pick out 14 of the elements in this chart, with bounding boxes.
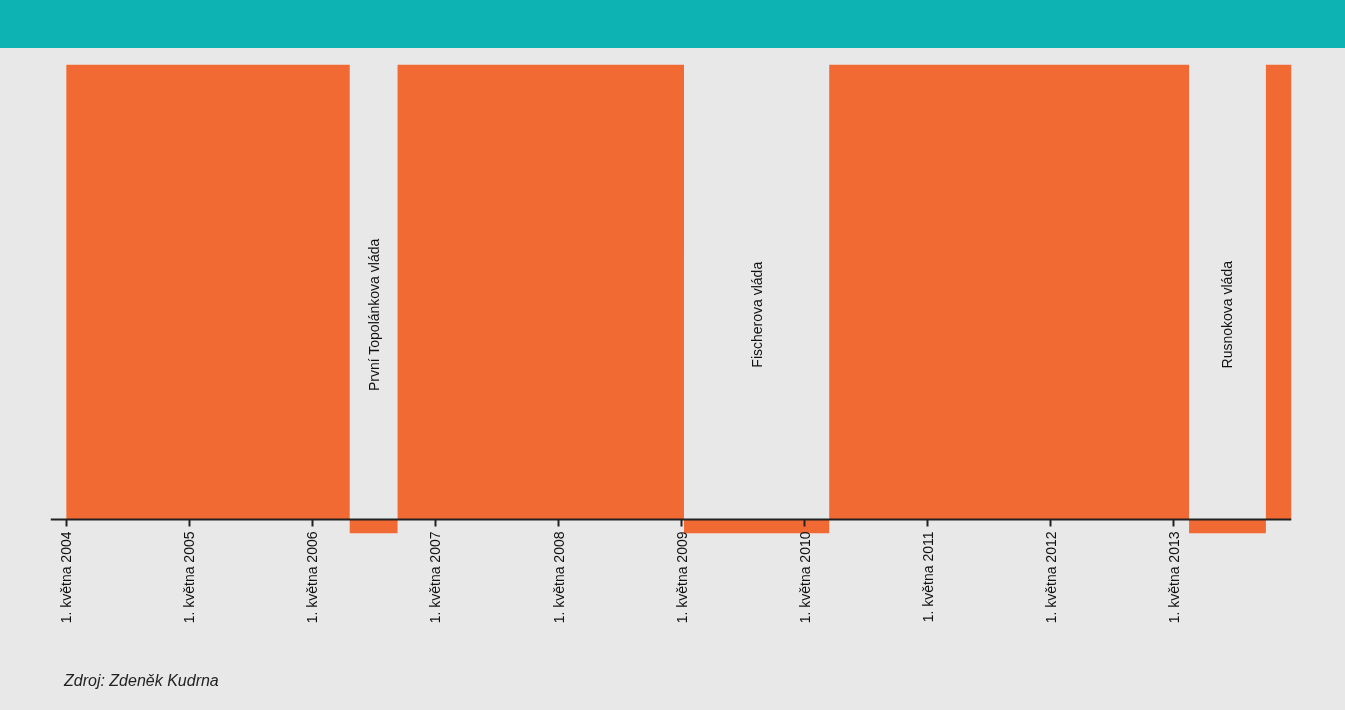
x-tick-label: 1. května 2011 — [919, 531, 936, 623]
annotation: Fischerova vláda — [748, 261, 765, 368]
x-tick-label: 1. května 2005 — [181, 531, 198, 624]
x-tick-label: 1. května 2006 — [304, 531, 321, 624]
x-tick-label: 1. května 2007 — [427, 531, 444, 624]
x-tick-label: 1. května 2004 — [58, 531, 75, 624]
x-tick-label: 1. května 2012 — [1042, 531, 1059, 624]
x-tick-label: 1. května 2010 — [796, 531, 813, 624]
x-tick-label: 1. května 2008 — [550, 531, 567, 624]
x-tick-label: 1. května 2009 — [673, 531, 690, 624]
x-tick-label: 1. května 2013 — [1165, 531, 1182, 624]
annotation: První Topolánkova vláda — [365, 238, 382, 392]
text: Zdroj: Zdeněk Kudrna — [62, 671, 219, 691]
annotation: Rusnokova vláda — [1219, 260, 1236, 369]
